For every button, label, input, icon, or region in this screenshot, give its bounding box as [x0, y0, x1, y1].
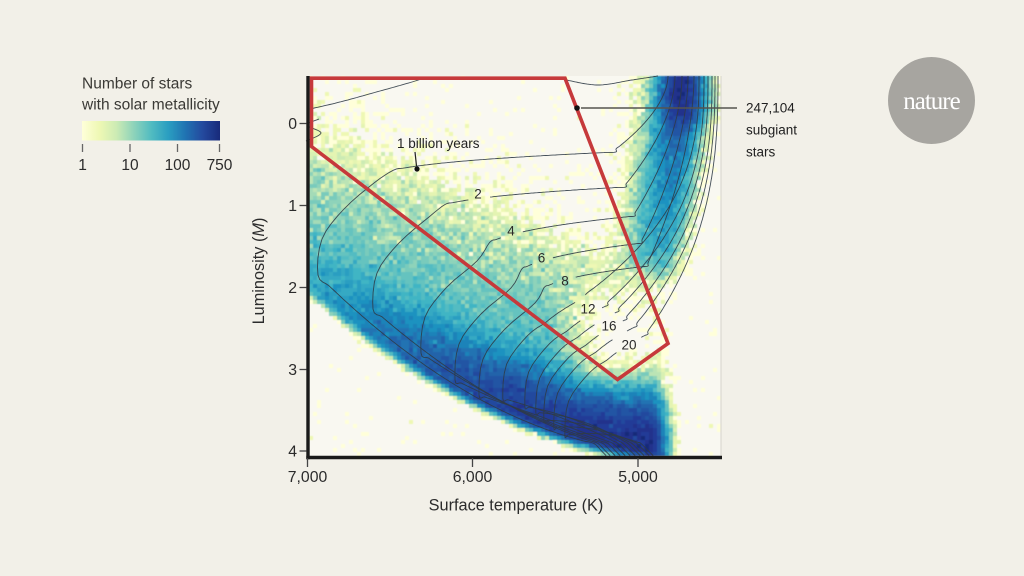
svg-text:0: 0 — [288, 116, 297, 133]
svg-text:247,104: 247,104 — [746, 101, 795, 116]
svg-text:5,000: 5,000 — [618, 469, 658, 486]
svg-text:7,000: 7,000 — [288, 469, 328, 486]
svg-text:1 billion years: 1 billion years — [397, 136, 480, 151]
svg-text:2: 2 — [288, 280, 297, 297]
svg-text:2: 2 — [474, 187, 482, 202]
svg-text:Surface temperature (K): Surface temperature (K) — [429, 497, 604, 515]
svg-text:20: 20 — [621, 338, 636, 353]
svg-text:750: 750 — [207, 157, 233, 174]
svg-text:16: 16 — [601, 319, 616, 334]
svg-text:Luminosity (M): Luminosity (M) — [250, 218, 268, 325]
svg-text:3: 3 — [288, 362, 297, 379]
svg-text:stars: stars — [746, 145, 776, 160]
svg-text:6: 6 — [538, 251, 546, 266]
svg-text:8: 8 — [561, 274, 569, 289]
svg-text:100: 100 — [165, 157, 191, 174]
svg-text:1: 1 — [288, 198, 297, 215]
svg-text:with solar metallicity: with solar metallicity — [81, 97, 220, 114]
svg-text:nature: nature — [903, 88, 960, 115]
svg-text:subgiant: subgiant — [746, 123, 797, 138]
svg-text:4: 4 — [288, 444, 297, 461]
svg-text:10: 10 — [121, 157, 139, 174]
svg-text:4: 4 — [507, 224, 515, 239]
svg-text:Number of stars: Number of stars — [82, 76, 193, 93]
svg-text:1: 1 — [78, 157, 87, 174]
svg-text:6,000: 6,000 — [453, 469, 493, 486]
svg-text:12: 12 — [580, 302, 595, 317]
